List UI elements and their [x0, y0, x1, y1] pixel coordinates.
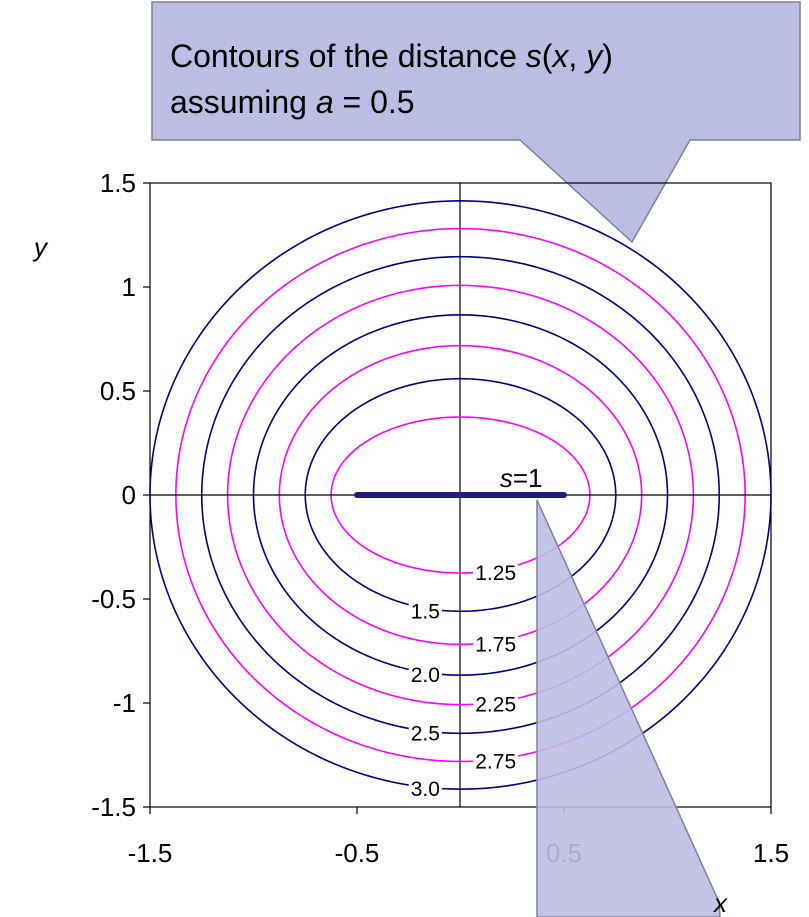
tick-labels: 1.510.50-0.5-1-1.5-1.5-0.50.51.5	[91, 168, 789, 868]
y-tick-label: 1	[122, 272, 136, 302]
contour-label-2.5: 2.5	[411, 722, 440, 745]
contour-label-bg	[473, 635, 519, 655]
x-tick-label: 1.5	[753, 838, 789, 868]
contour-labels: 1.25 1.5 1.75 2.0 2.25 2.5 2.75 3.0	[408, 562, 519, 801]
contour-label-bg	[473, 695, 519, 715]
tick-marks	[143, 182, 772, 814]
contour-label-1.25: 1.25	[475, 562, 516, 585]
x-tick-label: -1.5	[128, 838, 173, 868]
y-tick-label: 0.5	[100, 376, 136, 406]
contour-label-2.25: 2.25	[475, 694, 516, 717]
contour-label-2.0: 2.0	[411, 664, 440, 687]
top-callout: Contours of the distance s(x, y) assumin…	[151, 1, 801, 244]
contour-label-1.75: 1.75	[475, 633, 516, 656]
contour-label-3.0: 3.0	[411, 778, 440, 801]
contour-label-bg	[408, 724, 442, 744]
top-callout-line2: assuming a = 0.5	[170, 84, 415, 120]
contour-label-bg	[473, 564, 519, 583]
contour-label-bg	[408, 780, 442, 800]
y-tick-label: -1	[113, 688, 136, 718]
y-tick-label: 1.5	[100, 168, 136, 198]
contour-label-2.75: 2.75	[475, 750, 516, 773]
segment-label: s=1	[500, 463, 543, 493]
top-callout-line1: Contours of the distance s(x, y)	[170, 38, 613, 74]
y-tick-label: 0	[122, 480, 136, 510]
contour-label-1.5: 1.5	[411, 600, 440, 623]
contour-label-bg	[408, 666, 442, 686]
x-axis-title: x	[712, 888, 728, 917]
y-tick-label: -1.5	[91, 792, 136, 822]
y-axis-title: y	[32, 232, 49, 262]
contour-label-bg	[473, 752, 519, 772]
top-callout-box	[151, 1, 801, 141]
x-tick-label: -0.5	[335, 838, 380, 868]
contour-label-bg	[408, 602, 442, 622]
top-callout-pointer	[518, 139, 692, 244]
bottom-callout-pointer	[536, 499, 721, 917]
y-tick-label: -0.5	[91, 584, 136, 614]
